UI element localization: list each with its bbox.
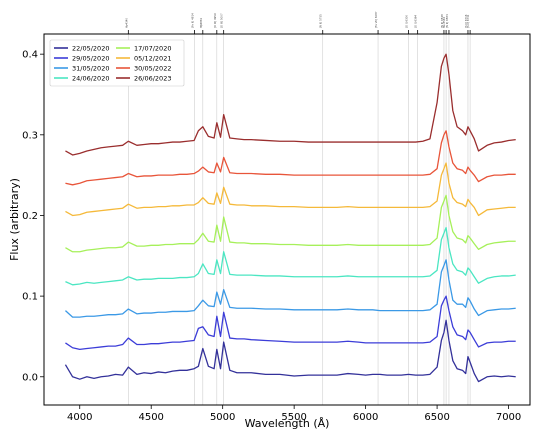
legend-label: 29/05/2020	[72, 54, 109, 62]
axis-ticks: 4000 4500 5000 5500 6000 6500 7000 0.0 0.1 0.2 0.3…	[22, 50, 521, 423]
series-line-2	[65, 295, 516, 351]
series-line-8	[65, 53, 516, 156]
series-line-3	[65, 259, 516, 318]
reference-line-label: Hα 6563	[442, 17, 446, 28]
series-line-5	[65, 194, 516, 253]
reference-line-label: [S II] 6716	[464, 14, 468, 28]
x-tick-label: 4000	[67, 412, 92, 423]
y-tick-label: 0.1	[22, 292, 38, 303]
reference-line-label: [O III] 4959	[213, 13, 217, 28]
x-tick-label: 5500	[281, 412, 306, 423]
reference-line-label: [N II] 6583	[445, 14, 449, 28]
legend: 22/05/2020 29/05/2020 31/05/2020 24/06/2020…	[49, 39, 185, 87]
x-tick-label: 6000	[353, 412, 378, 423]
legend-label: 26/06/2023	[134, 74, 171, 82]
series-line-4	[65, 226, 516, 286]
x-tick-label: 5000	[210, 412, 235, 423]
reference-line-label: [O III] 5007	[220, 13, 224, 28]
y-tick-label: 0.2	[22, 211, 38, 222]
legend-label: 30/05/2022	[134, 64, 171, 72]
series-line-6	[65, 162, 516, 217]
y-tick-label: 0.3	[22, 130, 38, 141]
reference-line-label: [O I] 6300	[405, 15, 409, 28]
y-tick-label: 0.0	[22, 372, 38, 383]
reference-line-label: [O I] 6364	[414, 15, 418, 28]
reference-line-label: [N II] 5755	[319, 14, 323, 28]
x-tick-label: 6500	[424, 412, 449, 423]
legend-label: 05/12/2021	[134, 54, 171, 62]
plot-frame	[43, 33, 531, 406]
x-tick-label: 4500	[138, 412, 163, 423]
series-line-1	[64, 319, 516, 383]
y-tick-label: 0.4	[22, 50, 38, 61]
reference-line-label: Hβ4861	[199, 17, 203, 28]
series-line-7	[65, 130, 516, 186]
y-axis-label: Flux (arbitrary)	[8, 178, 21, 261]
legend-label: 22/05/2020	[72, 44, 109, 52]
reference-line-label: [Fe II] 4814	[191, 13, 195, 28]
legend-label: 17/07/2020	[134, 44, 171, 52]
reference-line-label: [S II] 6731	[466, 14, 470, 28]
legend-box	[49, 39, 185, 87]
reference-line-label: [N II] 6548	[440, 14, 444, 28]
spectra-series	[64, 53, 516, 383]
x-axis-label: Wavelength (Å)	[245, 417, 330, 430]
x-tick-label: 7000	[496, 412, 521, 423]
legend-label: 31/05/2020	[72, 64, 109, 72]
legend-label: 24/06/2020	[72, 74, 109, 82]
reference-line-label: Hγ4340	[124, 18, 128, 28]
reference-line-label: [Fe VII] 6087	[374, 11, 378, 28]
